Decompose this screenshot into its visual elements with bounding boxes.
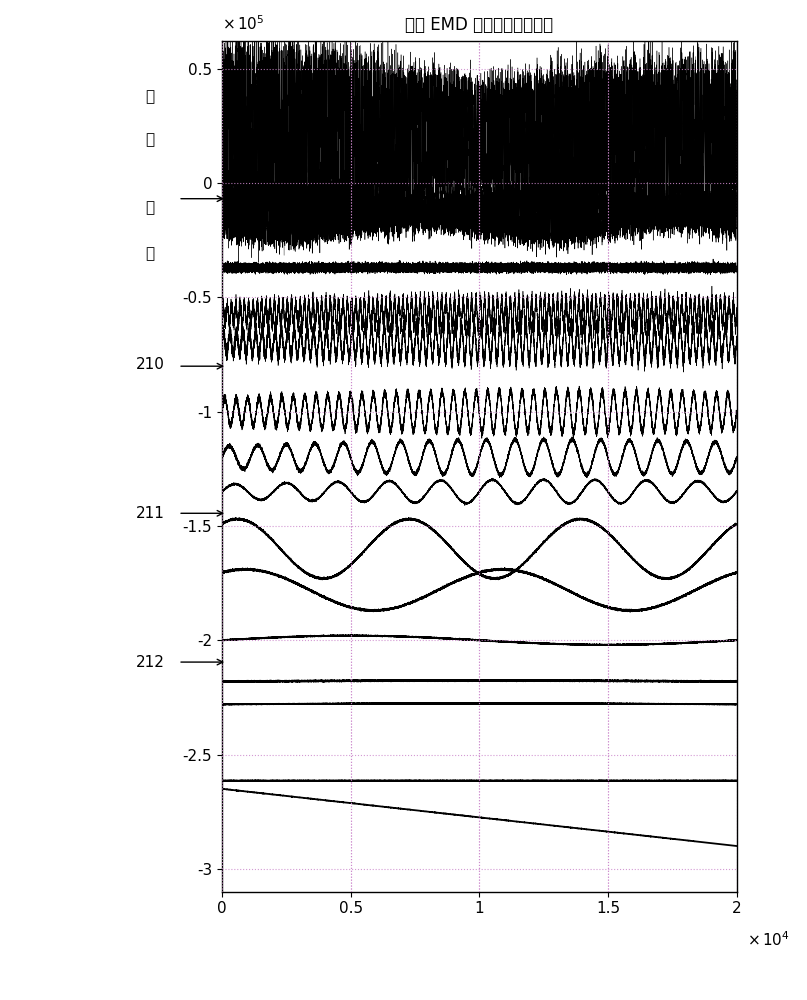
Text: 210: 210 bbox=[136, 357, 165, 372]
Text: 讯: 讯 bbox=[145, 200, 154, 215]
Text: $\times\,10^4$: $\times\,10^4$ bbox=[746, 930, 790, 949]
Text: 原: 原 bbox=[145, 89, 154, 104]
Text: 始: 始 bbox=[145, 132, 154, 147]
Text: 211: 211 bbox=[136, 506, 165, 521]
Text: 号: 号 bbox=[145, 246, 154, 261]
Text: 212: 212 bbox=[136, 655, 165, 670]
Text: $\times\,10^5$: $\times\,10^5$ bbox=[222, 14, 265, 33]
Title: 经由 EMD 所产生之模态函数: 经由 EMD 所产生之模态函数 bbox=[405, 16, 554, 34]
